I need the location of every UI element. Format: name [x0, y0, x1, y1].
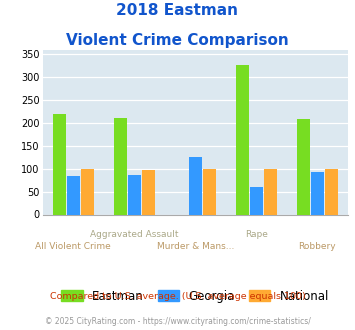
- Bar: [236, 65, 249, 214]
- Bar: [114, 118, 127, 214]
- Text: Murder & Mans...: Murder & Mans...: [157, 242, 234, 251]
- Bar: [311, 172, 324, 214]
- Bar: [142, 170, 155, 214]
- Bar: [81, 169, 94, 214]
- Text: Robbery: Robbery: [299, 242, 336, 251]
- Text: Violent Crime Comparison: Violent Crime Comparison: [66, 33, 289, 48]
- Text: Compared to U.S. average. (U.S. average equals 100): Compared to U.S. average. (U.S. average …: [50, 292, 305, 301]
- Legend: Eastman, Georgia, National: Eastman, Georgia, National: [61, 290, 329, 303]
- Bar: [325, 169, 338, 214]
- Bar: [264, 169, 277, 214]
- Bar: [53, 114, 66, 214]
- Bar: [67, 176, 80, 214]
- Text: 2018 Eastman: 2018 Eastman: [116, 3, 239, 18]
- Bar: [203, 169, 216, 214]
- Bar: [250, 186, 263, 214]
- Text: © 2025 CityRating.com - https://www.cityrating.com/crime-statistics/: © 2025 CityRating.com - https://www.city…: [45, 317, 310, 326]
- Text: Aggravated Assault: Aggravated Assault: [90, 230, 179, 239]
- Text: All Violent Crime: All Violent Crime: [35, 242, 111, 251]
- Bar: [189, 157, 202, 214]
- Text: Rape: Rape: [245, 230, 268, 239]
- Bar: [297, 119, 310, 214]
- Bar: [128, 175, 141, 215]
